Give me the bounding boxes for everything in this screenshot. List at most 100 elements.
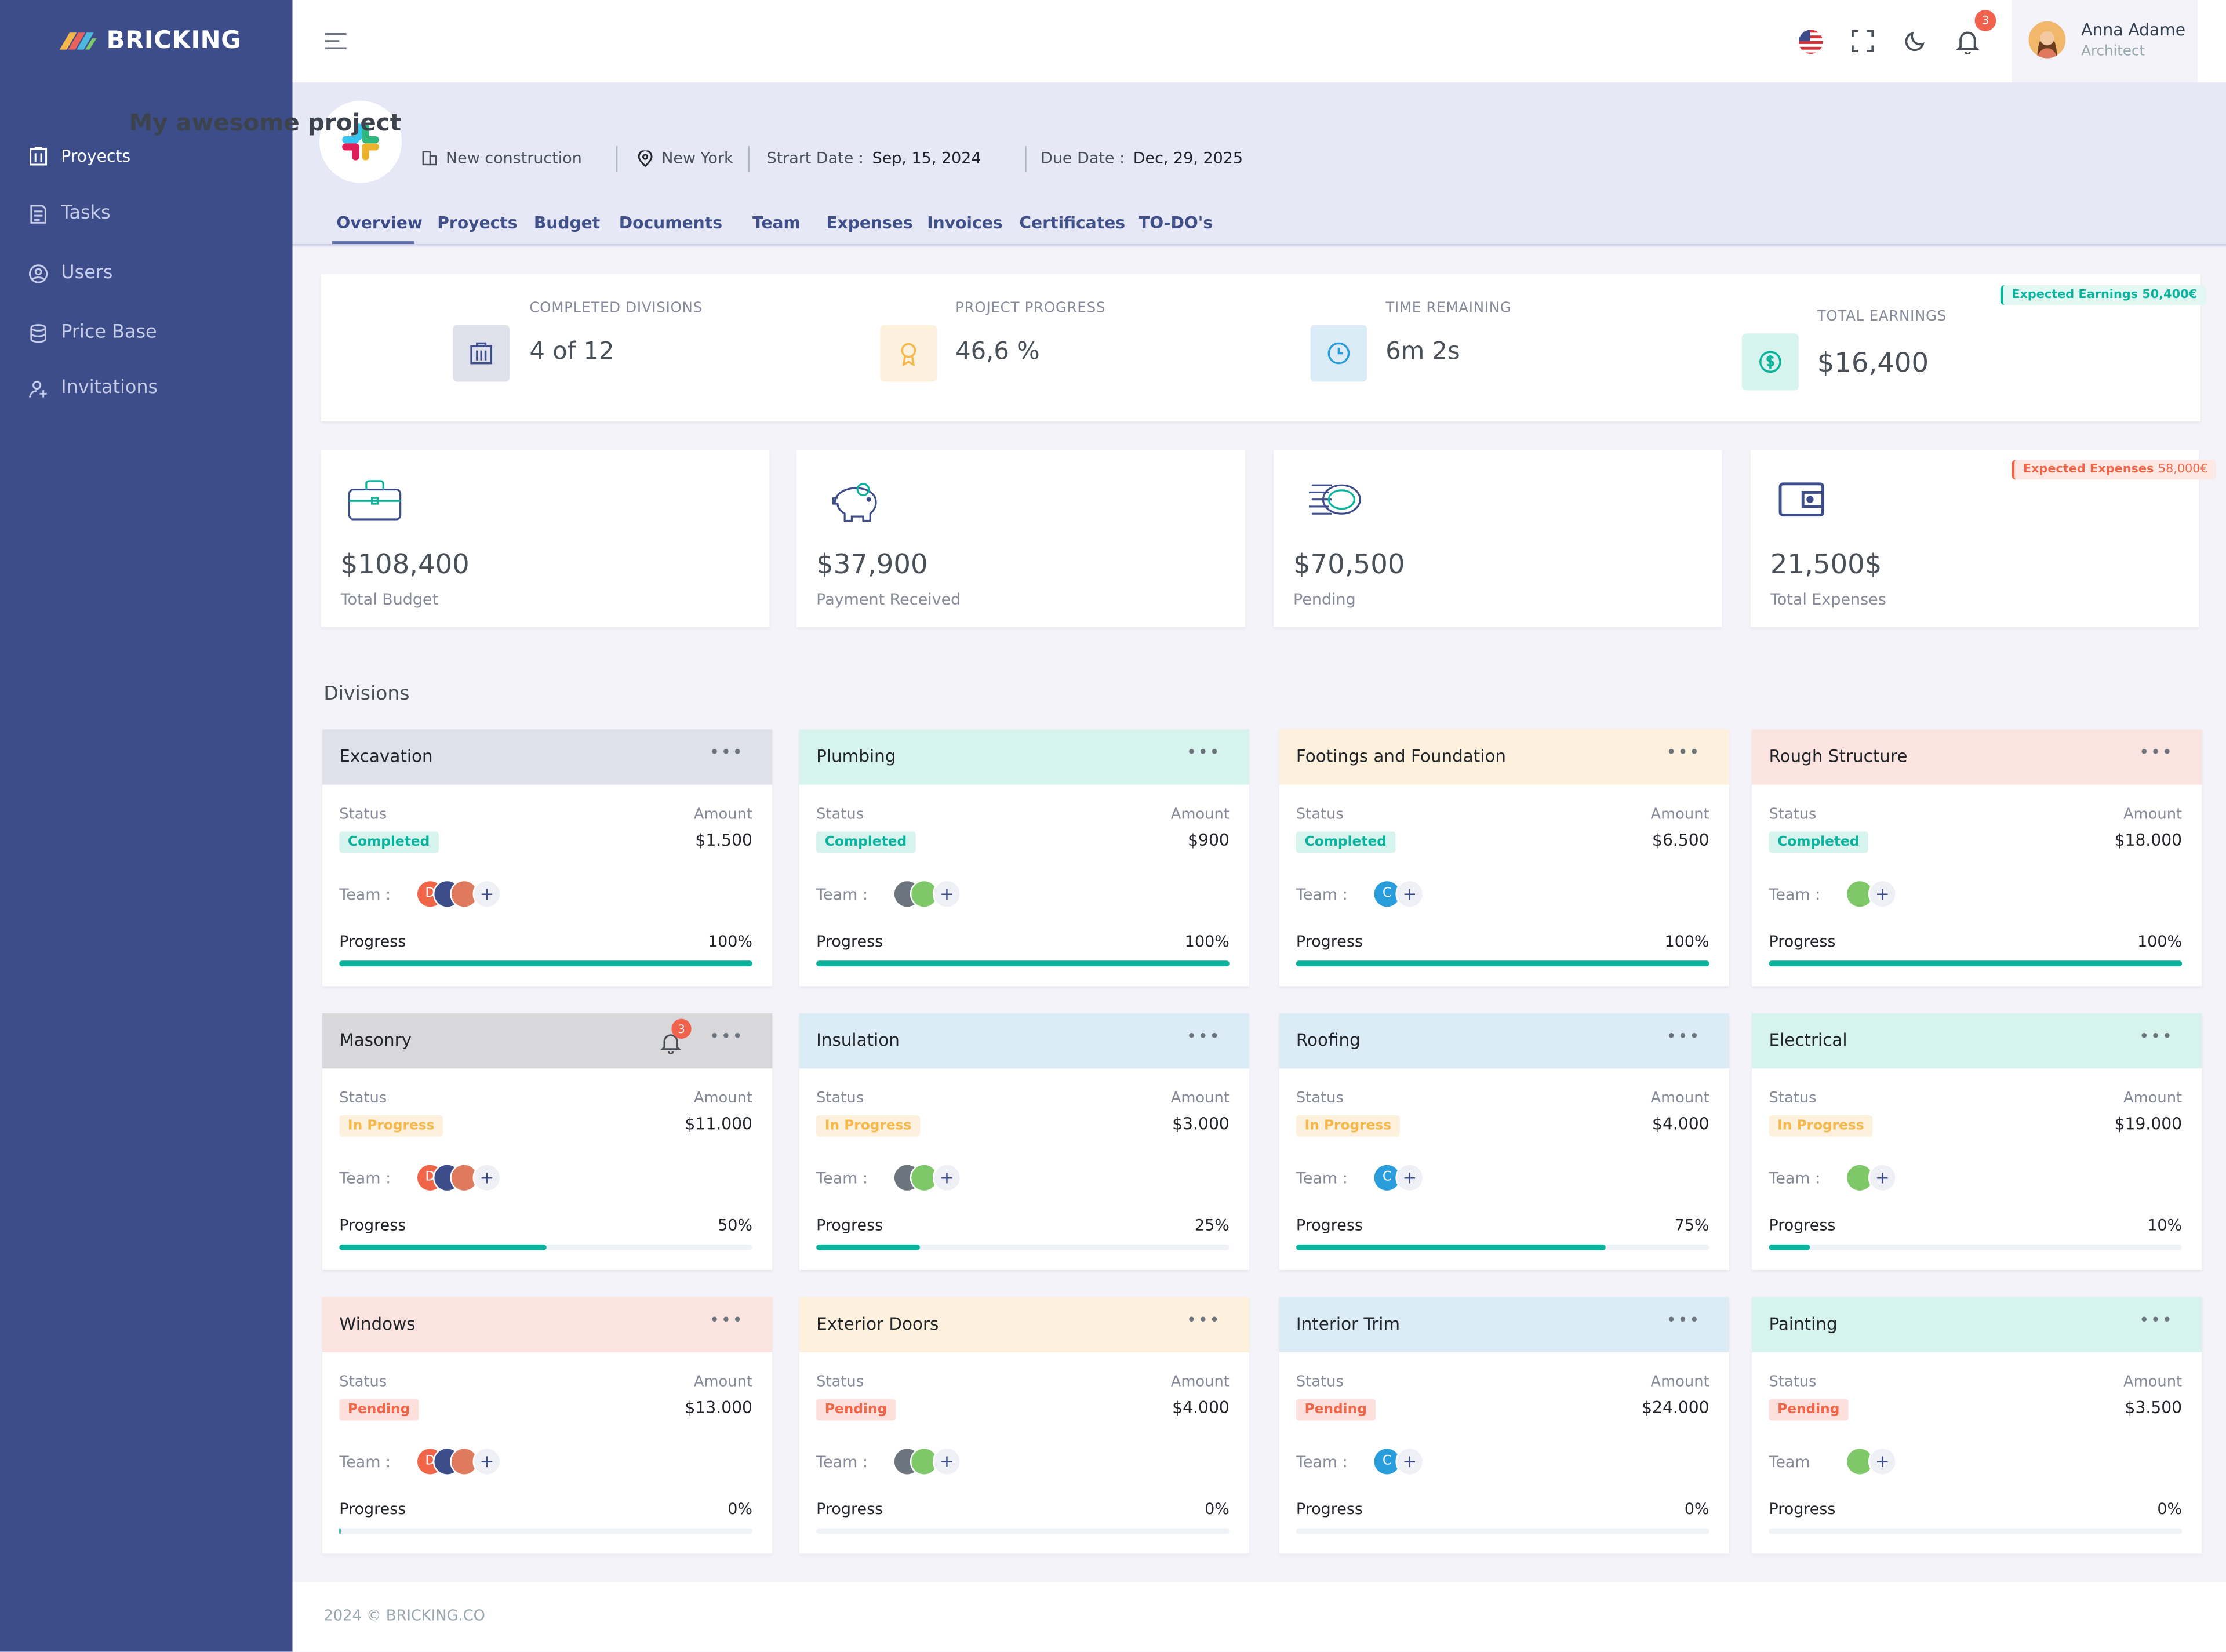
sidebar-item-invitations[interactable]: Invitations — [28, 377, 158, 399]
sidebar-item-proyects[interactable]: Proyects — [28, 146, 130, 166]
more-options-icon[interactable]: ••• — [1666, 1309, 1701, 1330]
division-amount: $4.000 — [1652, 1114, 1709, 1134]
tab-invoices[interactable]: Invoices — [927, 213, 1003, 233]
notifications-button[interactable]: 3 — [1954, 10, 1996, 56]
fullscreen-button[interactable] — [1849, 27, 1877, 56]
progress-bar-fill — [816, 1244, 920, 1250]
division-card[interactable]: Exterior Doors ••• Status Amount Pending… — [799, 1297, 1250, 1554]
more-options-icon[interactable]: ••• — [2139, 742, 2174, 762]
division-card[interactable]: Painting ••• Status Amount Pending $3.50… — [1752, 1297, 2202, 1554]
amount-label: Amount — [693, 1090, 752, 1107]
progress-bar-fill — [1296, 1244, 1606, 1250]
start-date-value: Sep, 15, 2024 — [872, 149, 981, 168]
pending-label: Pending — [1293, 590, 1356, 609]
total-budget-label: Total Budget — [340, 590, 439, 609]
add-team-member-button[interactable]: + — [472, 1163, 501, 1192]
sidebar-item-tasks[interactable]: Tasks — [28, 203, 111, 224]
team-label: Team : — [339, 1169, 391, 1188]
division-card-header: Masonry 3 ••• — [322, 1013, 773, 1069]
more-options-icon[interactable]: ••• — [1186, 742, 1221, 762]
status-label: Status — [1296, 1373, 1344, 1391]
more-options-icon[interactable]: ••• — [709, 1025, 744, 1046]
status-label: Status — [816, 1090, 864, 1107]
project-location: New York — [638, 149, 733, 168]
add-team-member-button[interactable]: + — [932, 1163, 961, 1192]
brand-logo[interactable]: BRICKING — [57, 27, 241, 55]
status-label: Status — [339, 1373, 387, 1391]
more-options-icon[interactable]: ••• — [709, 1309, 744, 1330]
division-card[interactable]: Plumbing ••• Status Amount Completed $90… — [799, 729, 1250, 987]
team-member-avatar[interactable]: C — [1373, 1447, 1402, 1476]
briefcase-icon — [348, 480, 402, 521]
progress-bar-fill — [816, 960, 1230, 967]
add-team-member-button[interactable]: + — [1868, 879, 1897, 908]
division-card[interactable]: Roofing ••• Status Amount In Progress $4… — [1279, 1013, 1729, 1270]
more-options-icon[interactable]: ••• — [1666, 742, 1701, 762]
division-card[interactable]: Windows ••• Status Amount Pending $13.00… — [322, 1297, 773, 1554]
division-name: Roofing — [1296, 1030, 1361, 1050]
more-options-icon[interactable]: ••• — [2139, 1025, 2174, 1046]
status-badge: Completed — [339, 831, 438, 853]
sidebar-item-price-base[interactable]: Price Base — [28, 322, 157, 344]
footer: 2024 © BRICKING.CO — [292, 1582, 2226, 1652]
sidebar-item-label: Price Base — [61, 322, 157, 344]
add-team-member-button[interactable]: + — [1395, 879, 1424, 908]
amount-label: Amount — [1650, 1373, 1709, 1391]
more-options-icon[interactable]: ••• — [2139, 1309, 2174, 1330]
tab-team[interactable]: Team — [752, 213, 801, 233]
tab-documents[interactable]: Documents — [619, 213, 722, 233]
add-team-member-button[interactable]: + — [932, 1447, 961, 1476]
team-label: Team : — [339, 885, 391, 904]
division-notifications-button[interactable]: 3 — [660, 1018, 692, 1060]
total-expenses-card: 21,500$ Total Expenses Expected Expenses… — [1750, 450, 2217, 628]
division-card[interactable]: Footings and Foundation ••• Status Amoun… — [1279, 729, 1729, 987]
payment-received-label: Payment Received — [816, 590, 961, 609]
team-label: Team : — [1769, 1169, 1821, 1188]
more-options-icon[interactable]: ••• — [1186, 1309, 1221, 1330]
tab-expenses[interactable]: Expenses — [826, 213, 913, 233]
division-name: Excavation — [339, 746, 433, 766]
add-team-member-button[interactable]: + — [1395, 1163, 1424, 1192]
sidebar-item-users[interactable]: Users — [28, 263, 112, 284]
division-card[interactable]: Electrical ••• Status Amount In Progress… — [1752, 1013, 2202, 1270]
status-label: Status — [816, 1373, 864, 1391]
amount-label: Amount — [1650, 1090, 1709, 1107]
division-name: Insulation — [816, 1030, 900, 1050]
more-options-icon[interactable]: ••• — [1666, 1025, 1701, 1046]
add-team-member-button[interactable]: + — [472, 879, 501, 908]
tab-overview[interactable]: Overview — [336, 213, 423, 233]
division-card[interactable]: Excavation ••• Status Amount Completed $… — [322, 729, 773, 987]
status-label: Status — [1769, 1373, 1817, 1391]
add-team-member-button[interactable]: + — [1395, 1447, 1424, 1476]
more-options-icon[interactable]: ••• — [1186, 1025, 1221, 1046]
menu-toggle-button[interactable] — [323, 30, 348, 57]
tab-proyects[interactable]: Proyects — [437, 213, 518, 233]
division-card[interactable]: Insulation ••• Status Amount In Progress… — [799, 1013, 1250, 1270]
tab-certificates[interactable]: Certificates — [1019, 213, 1126, 233]
kpi-completed-icon-box — [453, 325, 510, 382]
add-team-member-button[interactable]: + — [472, 1447, 501, 1476]
dark-mode-button[interactable] — [1901, 27, 1929, 56]
amount-label: Amount — [1170, 1373, 1230, 1391]
division-card[interactable]: Masonry 3 ••• Status Amount In Progress … — [322, 1013, 773, 1270]
divisions-heading: Divisions — [323, 682, 410, 705]
division-amount: $1.500 — [695, 830, 752, 850]
add-team-member-button[interactable]: + — [932, 879, 961, 908]
more-options-icon[interactable]: ••• — [709, 742, 744, 762]
progress-value: 100% — [2137, 932, 2183, 951]
user-profile-dropdown[interactable]: Anna Adame Architect — [2012, 0, 2198, 82]
add-team-member-button[interactable]: + — [1868, 1447, 1897, 1476]
tab-budget[interactable]: Budget — [533, 213, 601, 233]
language-button[interactable] — [1796, 27, 1824, 56]
division-card-header: Exterior Doors ••• — [799, 1297, 1250, 1352]
add-team-member-button[interactable]: + — [1868, 1163, 1897, 1192]
division-card[interactable]: Interior Trim ••• Status Amount Pending … — [1279, 1297, 1729, 1554]
topbar: 3 Anna Adame Architect — [292, 0, 2226, 82]
award-icon — [901, 343, 916, 366]
division-card[interactable]: Rough Structure ••• Status Amount Comple… — [1752, 729, 2202, 987]
kpi-completed-value: 4 of 12 — [529, 337, 614, 366]
tasks-icon — [30, 204, 46, 223]
status-badge: Pending — [816, 1399, 896, 1421]
progress-label: Progress — [1296, 1216, 1363, 1235]
tab-todos[interactable]: TO-DO's — [1139, 213, 1213, 233]
